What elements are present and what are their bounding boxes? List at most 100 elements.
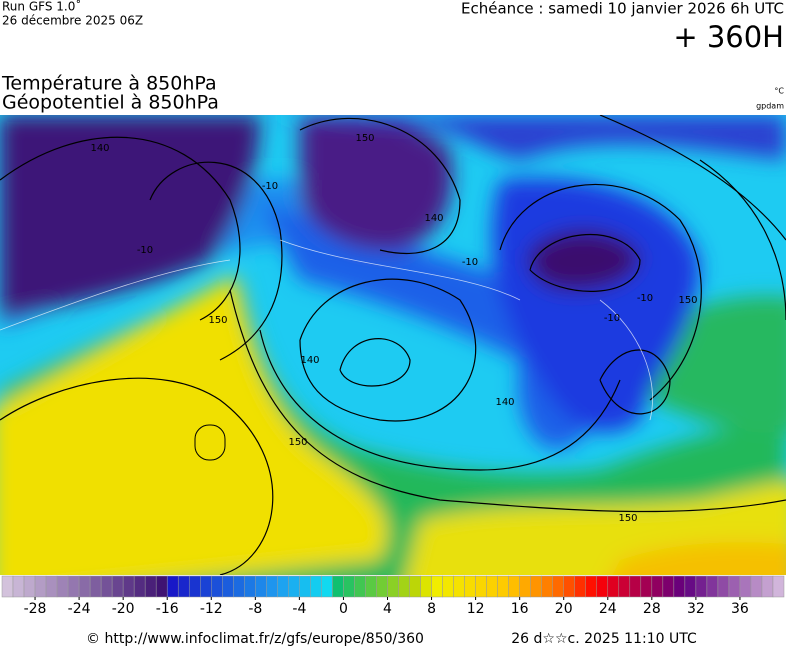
colorbar-tick-label: -4 (292, 601, 306, 617)
colorbar-swatch (706, 575, 719, 598)
colorbar-tick-label: -12 (200, 601, 223, 617)
colorbar-swatch (45, 575, 58, 598)
colorbar-swatch (453, 575, 465, 598)
colorbar-swatch (695, 575, 708, 598)
colorbar-swatch (574, 575, 586, 598)
colorbar-swatch (222, 575, 234, 598)
unit-geopotential: gpdam (756, 102, 784, 111)
colorbar-swatch (629, 575, 642, 598)
colorbar-swatch (387, 575, 399, 598)
contour-label: 150 (208, 315, 227, 326)
unit-temperature: °C (774, 87, 784, 96)
colorbar: -28 -24 -20 -16 -12 -8 -4 0 4 8 12 16 20 24 28 32 36 (1, 575, 785, 617)
colorbar-swatch (1, 575, 14, 598)
title-geopotential: Géopotentiel à 850hPa (2, 92, 219, 114)
colorbar-swatch (23, 575, 36, 598)
colorbar-tick-label: 16 (511, 601, 529, 617)
colorbar-swatch (651, 575, 664, 598)
colorbar-swatch (288, 575, 300, 598)
source-link: © http://www.infoclimat.fr/z/gfs/europe/… (86, 631, 424, 647)
colorbar-swatch (662, 575, 675, 598)
colorbar-swatch (177, 575, 190, 598)
colorbar-tick-label: 36 (731, 601, 749, 617)
colorbar-swatch (541, 575, 553, 598)
colorbar-swatch (728, 575, 741, 598)
colorbar-swatch (376, 575, 388, 598)
colorbar-swatch (34, 575, 47, 598)
contour-label: -10 (262, 181, 278, 192)
colorbar-swatch (585, 575, 598, 598)
contour-label: 150 (678, 295, 697, 306)
colorbar-swatch (211, 575, 223, 598)
timestamp: 26 d☆☆c. 2025 11:10 UTC (511, 631, 697, 647)
colorbar-swatch (100, 575, 113, 598)
contour-label: -10 (137, 245, 153, 256)
contour-label: 140 (495, 397, 514, 408)
colorbar-swatch (277, 575, 289, 598)
colorbar-swatch (684, 575, 697, 598)
colorbar-swatch (519, 575, 531, 598)
colorbar-swatch (343, 575, 355, 598)
colorbar-swatch (321, 575, 333, 598)
colorbar-swatch (409, 575, 421, 598)
colorbar-swatch (607, 575, 620, 598)
contour-label: -10 (604, 313, 620, 324)
contour-label: 140 (424, 213, 443, 224)
lead-time: + 360H (673, 20, 784, 54)
title-temperature: Température à 850hPa (1, 73, 217, 95)
colorbar-swatch (431, 575, 443, 598)
colorbar-swatch (739, 575, 752, 598)
colorbar-swatch (266, 575, 278, 598)
colorbar-swatch (673, 575, 686, 598)
colorbar-tick-label: 4 (383, 601, 392, 617)
colorbar-swatch (563, 575, 575, 598)
valid-time: Echéance : samedi 10 janvier 2026 6h UTC (461, 0, 784, 18)
colorbar-tick-label: 12 (467, 601, 485, 617)
colorbar-swatch (155, 575, 168, 598)
run-label: Run GFS 1.0˚ (2, 0, 81, 14)
contour-label: 140 (300, 355, 319, 366)
colorbar-tick-label: -20 (112, 601, 135, 617)
colorbar-tick-label: -24 (68, 601, 91, 617)
colorbar-swatch (596, 575, 609, 598)
colorbar-swatch (233, 575, 245, 598)
colorbar-swatch (12, 575, 25, 598)
colorbar-swatch (761, 575, 774, 598)
colorbar-swatch (332, 575, 344, 598)
colorbar-swatch (442, 575, 454, 598)
colorbar-swatch (717, 575, 730, 598)
colorbar-swatch (618, 575, 631, 598)
contour-label: 150 (618, 513, 637, 524)
colorbar-swatch (772, 575, 785, 598)
colorbar-swatch (111, 575, 124, 598)
colorbar-tick-label: 32 (687, 601, 705, 617)
contour-label: 150 (288, 437, 307, 448)
colorbar-swatch (67, 575, 80, 598)
colorbar-tick-label: -8 (248, 601, 262, 617)
colorbar-swatch (166, 575, 179, 598)
contour-label: 150 (355, 133, 374, 144)
run-date: 26 décembre 2025 06Z (2, 14, 143, 28)
colorbar-swatch (420, 575, 432, 598)
colorbar-swatch (552, 575, 564, 598)
map-field (0, 115, 786, 575)
colorbar-swatch (78, 575, 91, 598)
colorbar-tick-label: -28 (24, 601, 47, 617)
colorbar-swatch (486, 575, 498, 598)
colorbar-swatch (144, 575, 157, 598)
colorbar-swatch (310, 575, 322, 598)
colorbar-swatch (122, 575, 135, 598)
colorbar-swatch (475, 575, 487, 598)
colorbar-tick-label: 24 (599, 601, 617, 617)
colorbar-swatch (244, 575, 256, 598)
colorbar-swatch (200, 575, 212, 598)
colorbar-tick-label: 0 (339, 601, 348, 617)
contour-label: -10 (462, 257, 478, 268)
colorbar-swatch (365, 575, 377, 598)
colorbar-swatch (255, 575, 267, 598)
colorbar-tick-label: 20 (555, 601, 573, 617)
colorbar-swatch (56, 575, 69, 598)
colorbar-swatch (398, 575, 410, 598)
